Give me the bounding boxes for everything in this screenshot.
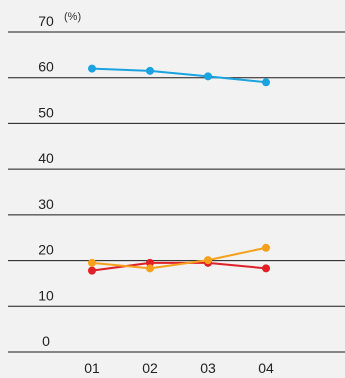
series-1-line [91, 67, 267, 84]
series-2 [88, 258, 270, 275]
y-tick-label-40: 40 [38, 150, 54, 166]
y-tick-label-20: 20 [38, 242, 54, 258]
series-2-point-02 [146, 258, 154, 267]
y-tick-label-30: 30 [38, 196, 54, 212]
x-tick-label-01: 01 [84, 360, 100, 376]
y-axis-labels: 0 10 20 30 40 50 60 70 [38, 13, 54, 349]
series-1 [88, 64, 270, 87]
x-axis-labels: 01 02 03 04 [84, 360, 274, 376]
series-3-point-04 [262, 243, 270, 252]
series-2-point-04 [262, 264, 270, 273]
x-tick-label-04: 04 [258, 360, 274, 376]
x-tick-label-02: 02 [142, 360, 158, 376]
series-2-point-01 [88, 266, 96, 275]
y-axis-unit-label: (%) [64, 11, 81, 23]
series-1-point-02 [146, 66, 154, 75]
series-2-line [91, 261, 267, 272]
series-layer [88, 64, 270, 275]
y-tick-label-0: 0 [42, 333, 50, 349]
series-1-point-03 [204, 72, 212, 81]
series-3-point-01 [88, 258, 96, 267]
y-tick-label-10: 10 [38, 287, 54, 303]
y-tick-label-70: 70 [38, 13, 54, 29]
series-3-point-02 [146, 264, 154, 273]
series-3-point-03 [204, 256, 212, 265]
series-1-point-04 [262, 78, 270, 87]
x-tick-label-03: 03 [200, 360, 216, 376]
y-tick-label-60: 60 [38, 59, 54, 75]
series-3-line [91, 246, 267, 270]
series-1-point-01 [88, 64, 96, 73]
y-tick-label-50: 50 [38, 104, 54, 120]
series-3 [88, 243, 270, 273]
grid-layer [8, 31, 345, 353]
